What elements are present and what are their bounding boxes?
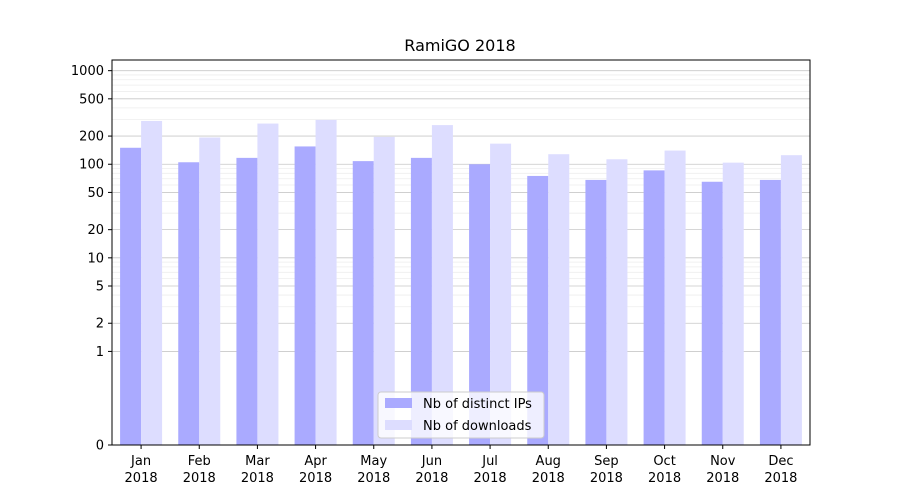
y-tick-label: 0 bbox=[96, 439, 104, 454]
y-axis-ticks: 0 1 2 5 10 20 50 100 200 500 1000 bbox=[71, 64, 112, 454]
legend-swatch-downloads bbox=[385, 420, 412, 430]
bar-downloads bbox=[606, 159, 628, 446]
x-tick-label-year: 2018 bbox=[474, 471, 507, 486]
bar-distinct-ips bbox=[585, 179, 607, 445]
bar-distinct-ips bbox=[178, 162, 200, 446]
bar-distinct-ips bbox=[701, 181, 723, 446]
bar-distinct-ips bbox=[236, 157, 258, 446]
chart-title: RamiGO 2018 bbox=[404, 36, 515, 55]
legend-swatch-ips bbox=[385, 398, 412, 408]
bar-downloads bbox=[664, 150, 686, 445]
y-tick-label: 5 bbox=[96, 280, 104, 295]
y-tick-label: 2 bbox=[96, 317, 104, 332]
bar-downloads bbox=[141, 120, 163, 445]
x-tick-label-month: Apr bbox=[304, 454, 327, 469]
x-tick-label-month: Jun bbox=[421, 454, 442, 469]
y-tick-label: 10 bbox=[87, 251, 104, 266]
x-tick-label-month: May bbox=[360, 454, 387, 469]
bar-distinct-ips bbox=[469, 164, 491, 445]
y-tick-label: 20 bbox=[87, 223, 104, 238]
bar-downloads bbox=[722, 162, 744, 445]
x-tick-label-month: Aug bbox=[536, 454, 561, 469]
bar-distinct-ips bbox=[120, 147, 142, 445]
legend: Nb of distinct IPs Nb of downloads bbox=[377, 391, 545, 439]
legend-label-ips: Nb of distinct IPs bbox=[423, 397, 532, 412]
y-tick-label: 500 bbox=[79, 92, 104, 107]
x-axis-ticks: Jan 2018 Feb 2018 Mar 2018 Apr 2018 May 2018 Jun 20… bbox=[125, 445, 797, 486]
x-tick-label-year: 2018 bbox=[590, 471, 623, 486]
x-tick-label-year: 2018 bbox=[241, 471, 274, 486]
bar-downloads bbox=[373, 136, 395, 446]
bar-distinct-ips bbox=[410, 157, 432, 446]
bar-downloads bbox=[199, 137, 221, 446]
x-tick-label-month: Feb bbox=[188, 454, 211, 469]
grid-lines bbox=[112, 70, 810, 446]
x-tick-label-year: 2018 bbox=[648, 471, 681, 486]
x-tick-label-year: 2018 bbox=[183, 471, 216, 486]
plot-frame bbox=[111, 59, 811, 446]
x-tick-label-year: 2018 bbox=[764, 471, 797, 486]
x-tick-label-year: 2018 bbox=[357, 471, 390, 486]
x-tick-label-month: Nov bbox=[710, 454, 736, 469]
y-tick-label: 200 bbox=[79, 130, 104, 145]
bar-downloads bbox=[257, 123, 279, 445]
bar-distinct-ips bbox=[759, 179, 781, 445]
bar-distinct-ips bbox=[527, 175, 549, 445]
x-tick-label-year: 2018 bbox=[415, 471, 448, 486]
x-tick-label-month: Jan bbox=[130, 454, 151, 469]
bar-downloads bbox=[315, 119, 337, 445]
bar-downloads bbox=[490, 143, 512, 445]
y-tick-label: 1 bbox=[96, 345, 104, 360]
x-tick-label-month: Jul bbox=[481, 454, 498, 469]
x-tick-label-month: Dec bbox=[768, 454, 793, 469]
bar-distinct-ips bbox=[352, 161, 374, 445]
bar-downloads bbox=[548, 154, 570, 446]
x-tick-label-year: 2018 bbox=[706, 471, 739, 486]
x-tick-label-year: 2018 bbox=[532, 471, 565, 486]
bar-distinct-ips bbox=[294, 146, 316, 446]
x-tick-label-month: Sep bbox=[594, 454, 619, 469]
bar-distinct-ips bbox=[643, 170, 665, 445]
x-tick-label-month: Mar bbox=[245, 454, 270, 469]
bar-downloads bbox=[780, 155, 802, 445]
x-tick-label-year: 2018 bbox=[125, 471, 158, 486]
bar-downloads bbox=[431, 125, 453, 446]
y-tick-label: 50 bbox=[87, 186, 104, 201]
x-tick-label-month: Oct bbox=[653, 454, 675, 469]
legend-label-downloads: Nb of downloads bbox=[423, 419, 532, 434]
bars bbox=[120, 119, 802, 446]
y-tick-label: 1000 bbox=[71, 64, 104, 79]
y-tick-label: 100 bbox=[79, 158, 104, 173]
legend-box bbox=[377, 391, 545, 439]
x-tick-label-year: 2018 bbox=[299, 471, 332, 486]
